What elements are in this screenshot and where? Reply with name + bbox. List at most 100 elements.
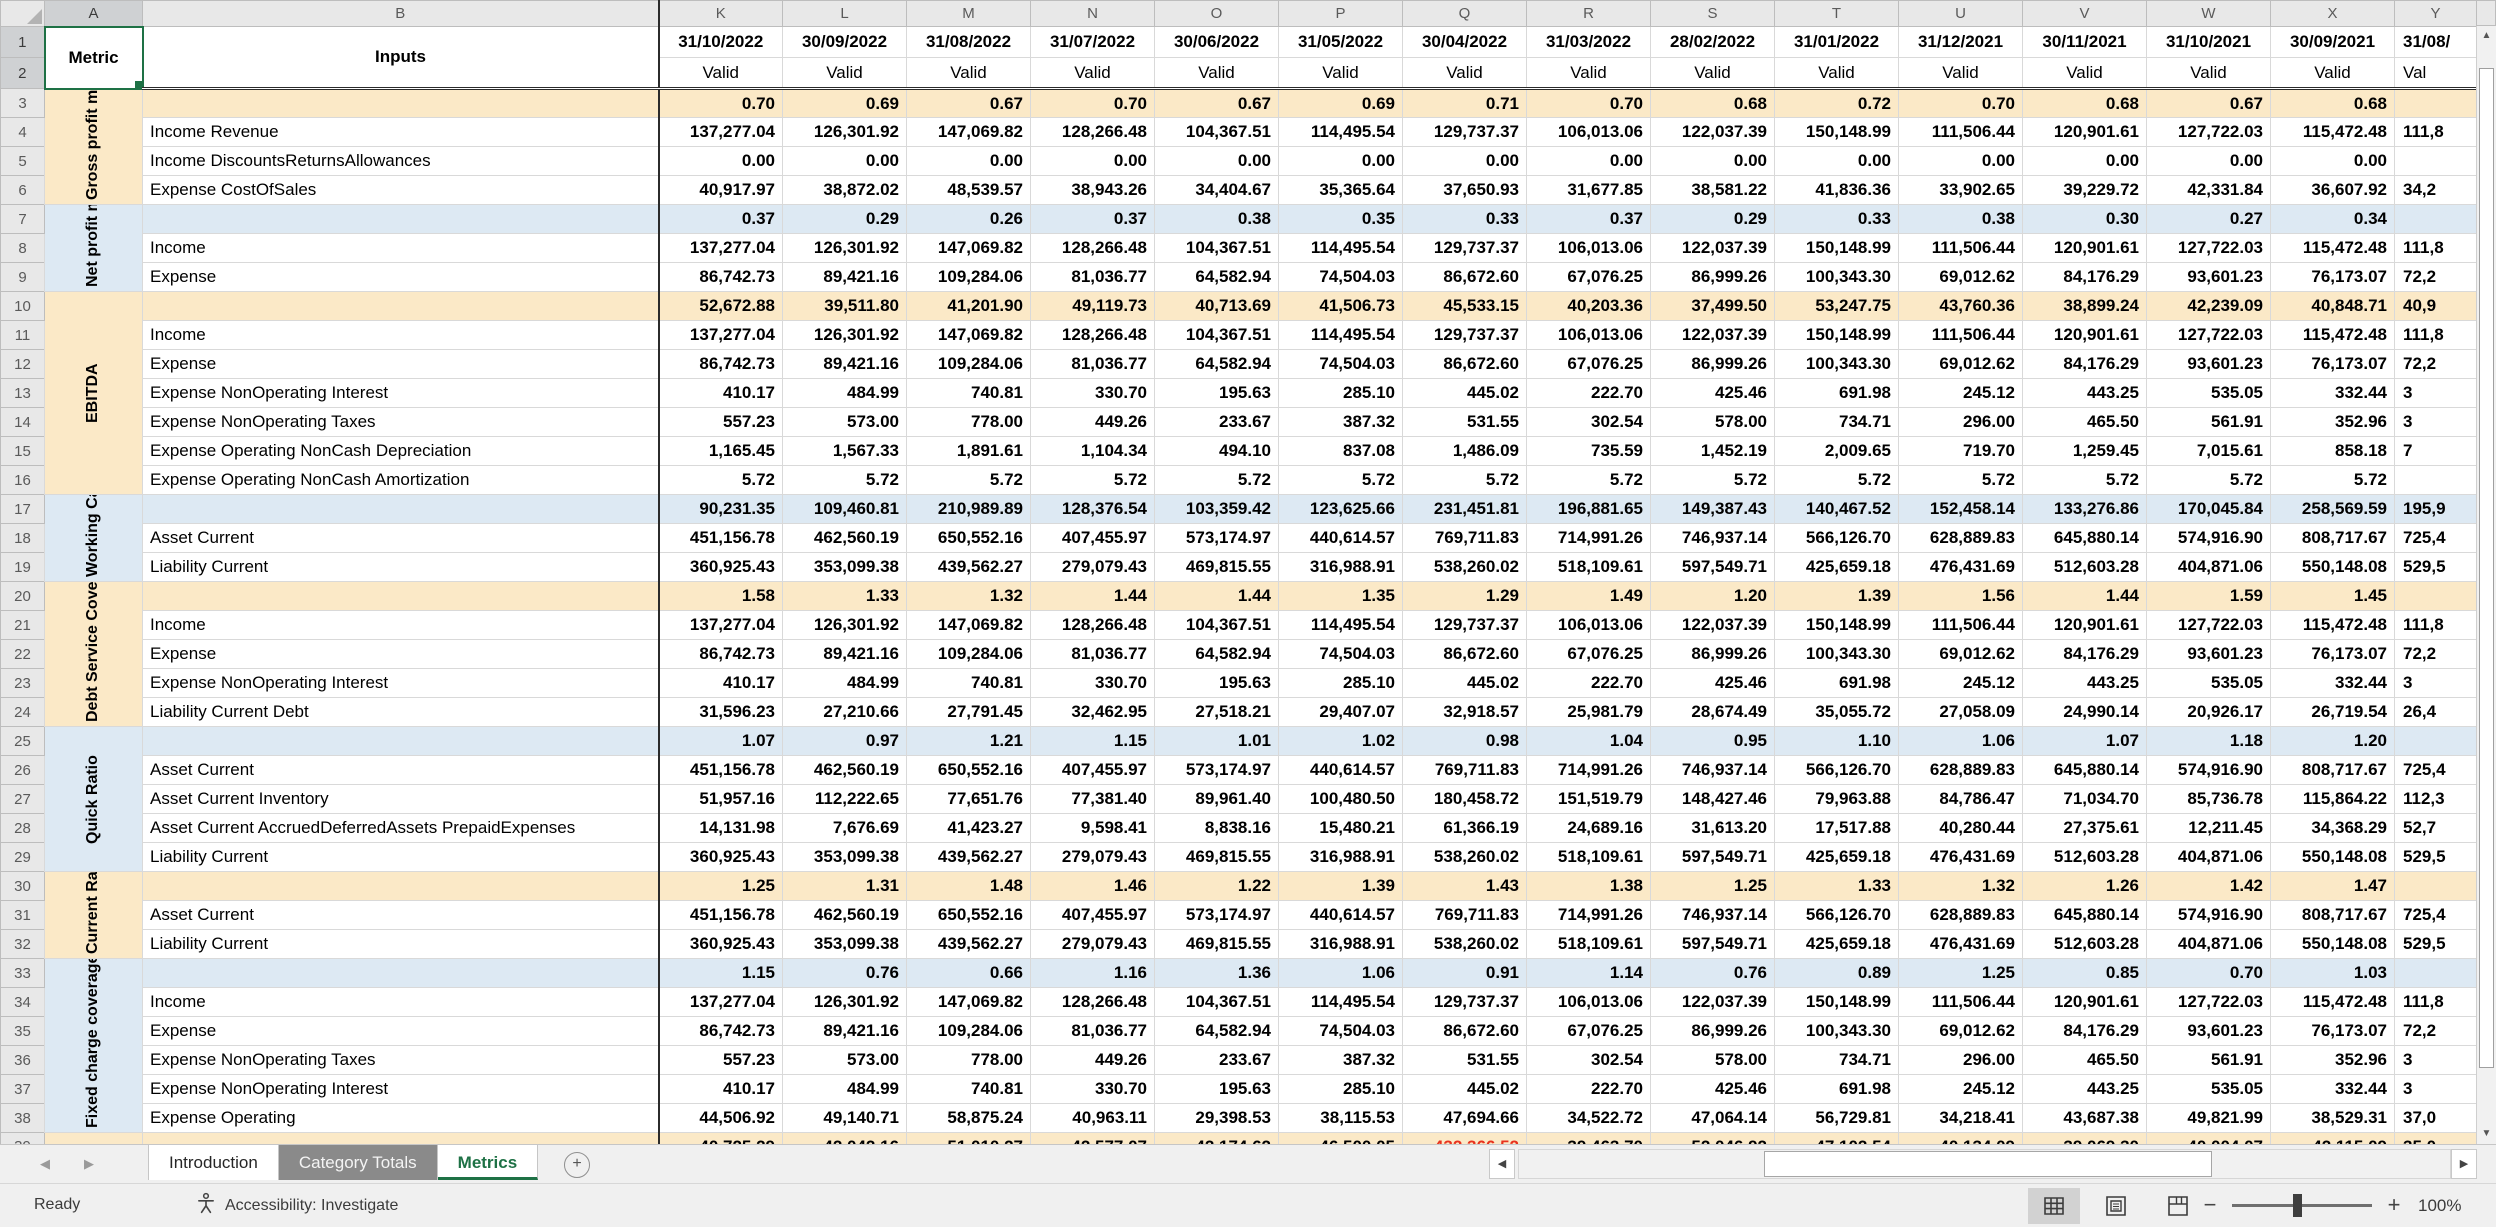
- cell-valid-flag[interactable]: Val: [2394, 57, 2477, 90]
- cell[interactable]: 85,736.78: [2146, 784, 2271, 814]
- cell[interactable]: 445.02: [1402, 668, 1527, 698]
- cell[interactable]: 597,549.71: [1650, 552, 1775, 582]
- cell[interactable]: 35,055.72: [1774, 697, 1899, 727]
- cell[interactable]: 152,458.14: [1898, 494, 2023, 524]
- cell[interactable]: 100,343.30: [1774, 349, 1899, 379]
- cell[interactable]: 404,871.06: [2146, 842, 2271, 872]
- cell[interactable]: 1.46: [1030, 871, 1155, 901]
- cell[interactable]: [2394, 465, 2477, 495]
- cell[interactable]: 5.72: [1650, 465, 1775, 495]
- cell[interactable]: 115,472.48: [2270, 610, 2395, 640]
- row-header-34[interactable]: 34: [0, 987, 45, 1017]
- cell[interactable]: [2394, 204, 2477, 234]
- cell[interactable]: 1.36: [1154, 958, 1279, 988]
- cell[interactable]: 34,522.72: [1526, 1103, 1651, 1133]
- cell[interactable]: 114,495.54: [1278, 320, 1403, 350]
- cell[interactable]: 1.03: [2270, 958, 2395, 988]
- row-label[interactable]: [142, 291, 660, 321]
- cell[interactable]: 41,506.73: [1278, 291, 1403, 321]
- cell-valid-flag[interactable]: Valid: [1402, 57, 1527, 90]
- cell[interactable]: 231,451.81: [1402, 494, 1527, 524]
- cell[interactable]: 58,875.24: [906, 1103, 1031, 1133]
- cell[interactable]: 808,717.67: [2270, 523, 2395, 553]
- cell-date-header[interactable]: 31/08/2022: [906, 26, 1031, 58]
- row-header-21[interactable]: 21: [0, 610, 45, 640]
- cell[interactable]: 93,601.23: [2146, 349, 2271, 379]
- cell[interactable]: 86,672.60: [1402, 639, 1527, 669]
- row-label[interactable]: Asset Current Inventory: [142, 784, 660, 814]
- cell[interactable]: 769,711.83: [1402, 755, 1527, 785]
- cell[interactable]: 9,598.41: [1030, 813, 1155, 843]
- cell[interactable]: 746,937.14: [1650, 755, 1775, 785]
- column-header-X[interactable]: X: [2270, 0, 2395, 27]
- cell[interactable]: 1.31: [782, 871, 907, 901]
- cell[interactable]: 443.25: [2022, 378, 2147, 408]
- cell[interactable]: 746,937.14: [1650, 900, 1775, 930]
- cell[interactable]: 114,495.54: [1278, 610, 1403, 640]
- cell[interactable]: 425.46: [1650, 1074, 1775, 1104]
- cell[interactable]: 150,148.99: [1774, 987, 1899, 1017]
- cell[interactable]: 149,387.43: [1650, 494, 1775, 524]
- cell[interactable]: 535.05: [2146, 378, 2271, 408]
- cell[interactable]: 0.00: [1030, 146, 1155, 176]
- row-label[interactable]: Expense NonOperating Taxes: [142, 407, 660, 437]
- cell[interactable]: 550,148.08: [2270, 552, 2395, 582]
- cell[interactable]: 1.26: [2022, 871, 2147, 901]
- cell[interactable]: 725,4: [2394, 523, 2477, 553]
- row-label[interactable]: Liability Current: [142, 842, 660, 872]
- cell[interactable]: 17,517.88: [1774, 813, 1899, 843]
- cell[interactable]: 837.08: [1278, 436, 1403, 466]
- cell[interactable]: 40,848.71: [2270, 291, 2395, 321]
- cell[interactable]: 126,301.92: [782, 320, 907, 350]
- scroll-up-arrow-icon[interactable]: ▲: [2477, 26, 2496, 46]
- row-header-29[interactable]: 29: [0, 842, 45, 872]
- row-label[interactable]: Expense Operating NonCash Depreciation: [142, 436, 660, 466]
- cell[interactable]: 115,864.22: [2270, 784, 2395, 814]
- cell[interactable]: 86,742.73: [658, 349, 783, 379]
- cell[interactable]: 1.22: [1154, 871, 1279, 901]
- cell[interactable]: 0.72: [1774, 88, 1899, 118]
- cell[interactable]: 52,7: [2394, 813, 2477, 843]
- cell[interactable]: 0.00: [1650, 146, 1775, 176]
- cell[interactable]: 0.00: [906, 146, 1031, 176]
- cell[interactable]: 1.44: [1154, 581, 1279, 611]
- cell[interactable]: 245.12: [1898, 378, 2023, 408]
- row-header-20[interactable]: 20: [0, 581, 45, 611]
- cell[interactable]: 0.68: [2022, 88, 2147, 118]
- cell[interactable]: 316,988.91: [1278, 552, 1403, 582]
- cell-valid-flag[interactable]: Valid: [1650, 57, 1775, 90]
- cell[interactable]: 86,742.73: [658, 639, 783, 669]
- cell[interactable]: 104,367.51: [1154, 610, 1279, 640]
- cell[interactable]: 1.29: [1402, 581, 1527, 611]
- cell-date-header[interactable]: 31/03/2022: [1526, 26, 1651, 58]
- cell[interactable]: 32,918.57: [1402, 697, 1527, 727]
- cell[interactable]: 645,880.14: [2022, 755, 2147, 785]
- cell[interactable]: 0.85: [2022, 958, 2147, 988]
- cell[interactable]: 778.00: [906, 407, 1031, 437]
- cell[interactable]: 529,5: [2394, 929, 2477, 959]
- cell[interactable]: 72,2: [2394, 349, 2477, 379]
- cell[interactable]: 1.38: [1526, 871, 1651, 901]
- vertical-scrollbar[interactable]: ▲ ▼: [2476, 26, 2496, 1144]
- cell[interactable]: 111,8: [2394, 987, 2477, 1017]
- cell[interactable]: 597,549.71: [1650, 929, 1775, 959]
- cell[interactable]: 150,148.99: [1774, 117, 1899, 147]
- cell[interactable]: 129,737.37: [1402, 987, 1527, 1017]
- row-header-38[interactable]: 38: [0, 1103, 45, 1133]
- cell[interactable]: 84,176.29: [2022, 639, 2147, 669]
- cell[interactable]: 353,099.38: [782, 929, 907, 959]
- cell[interactable]: 0.76: [1650, 958, 1775, 988]
- cell[interactable]: 27,210.66: [782, 697, 907, 727]
- cell[interactable]: 93,601.23: [2146, 1016, 2271, 1046]
- cell[interactable]: 0.00: [1402, 146, 1527, 176]
- cell[interactable]: 127,722.03: [2146, 117, 2271, 147]
- row-label[interactable]: [142, 581, 660, 611]
- cell[interactable]: 1.06: [1278, 958, 1403, 988]
- row-header-25[interactable]: 25: [0, 726, 45, 756]
- cell[interactable]: 33,902.65: [1898, 175, 2023, 205]
- cell[interactable]: 76,173.07: [2270, 262, 2395, 292]
- cell[interactable]: 1.15: [658, 958, 783, 988]
- row-label[interactable]: [142, 204, 660, 234]
- cell[interactable]: 137,277.04: [658, 117, 783, 147]
- cell[interactable]: [2394, 88, 2477, 118]
